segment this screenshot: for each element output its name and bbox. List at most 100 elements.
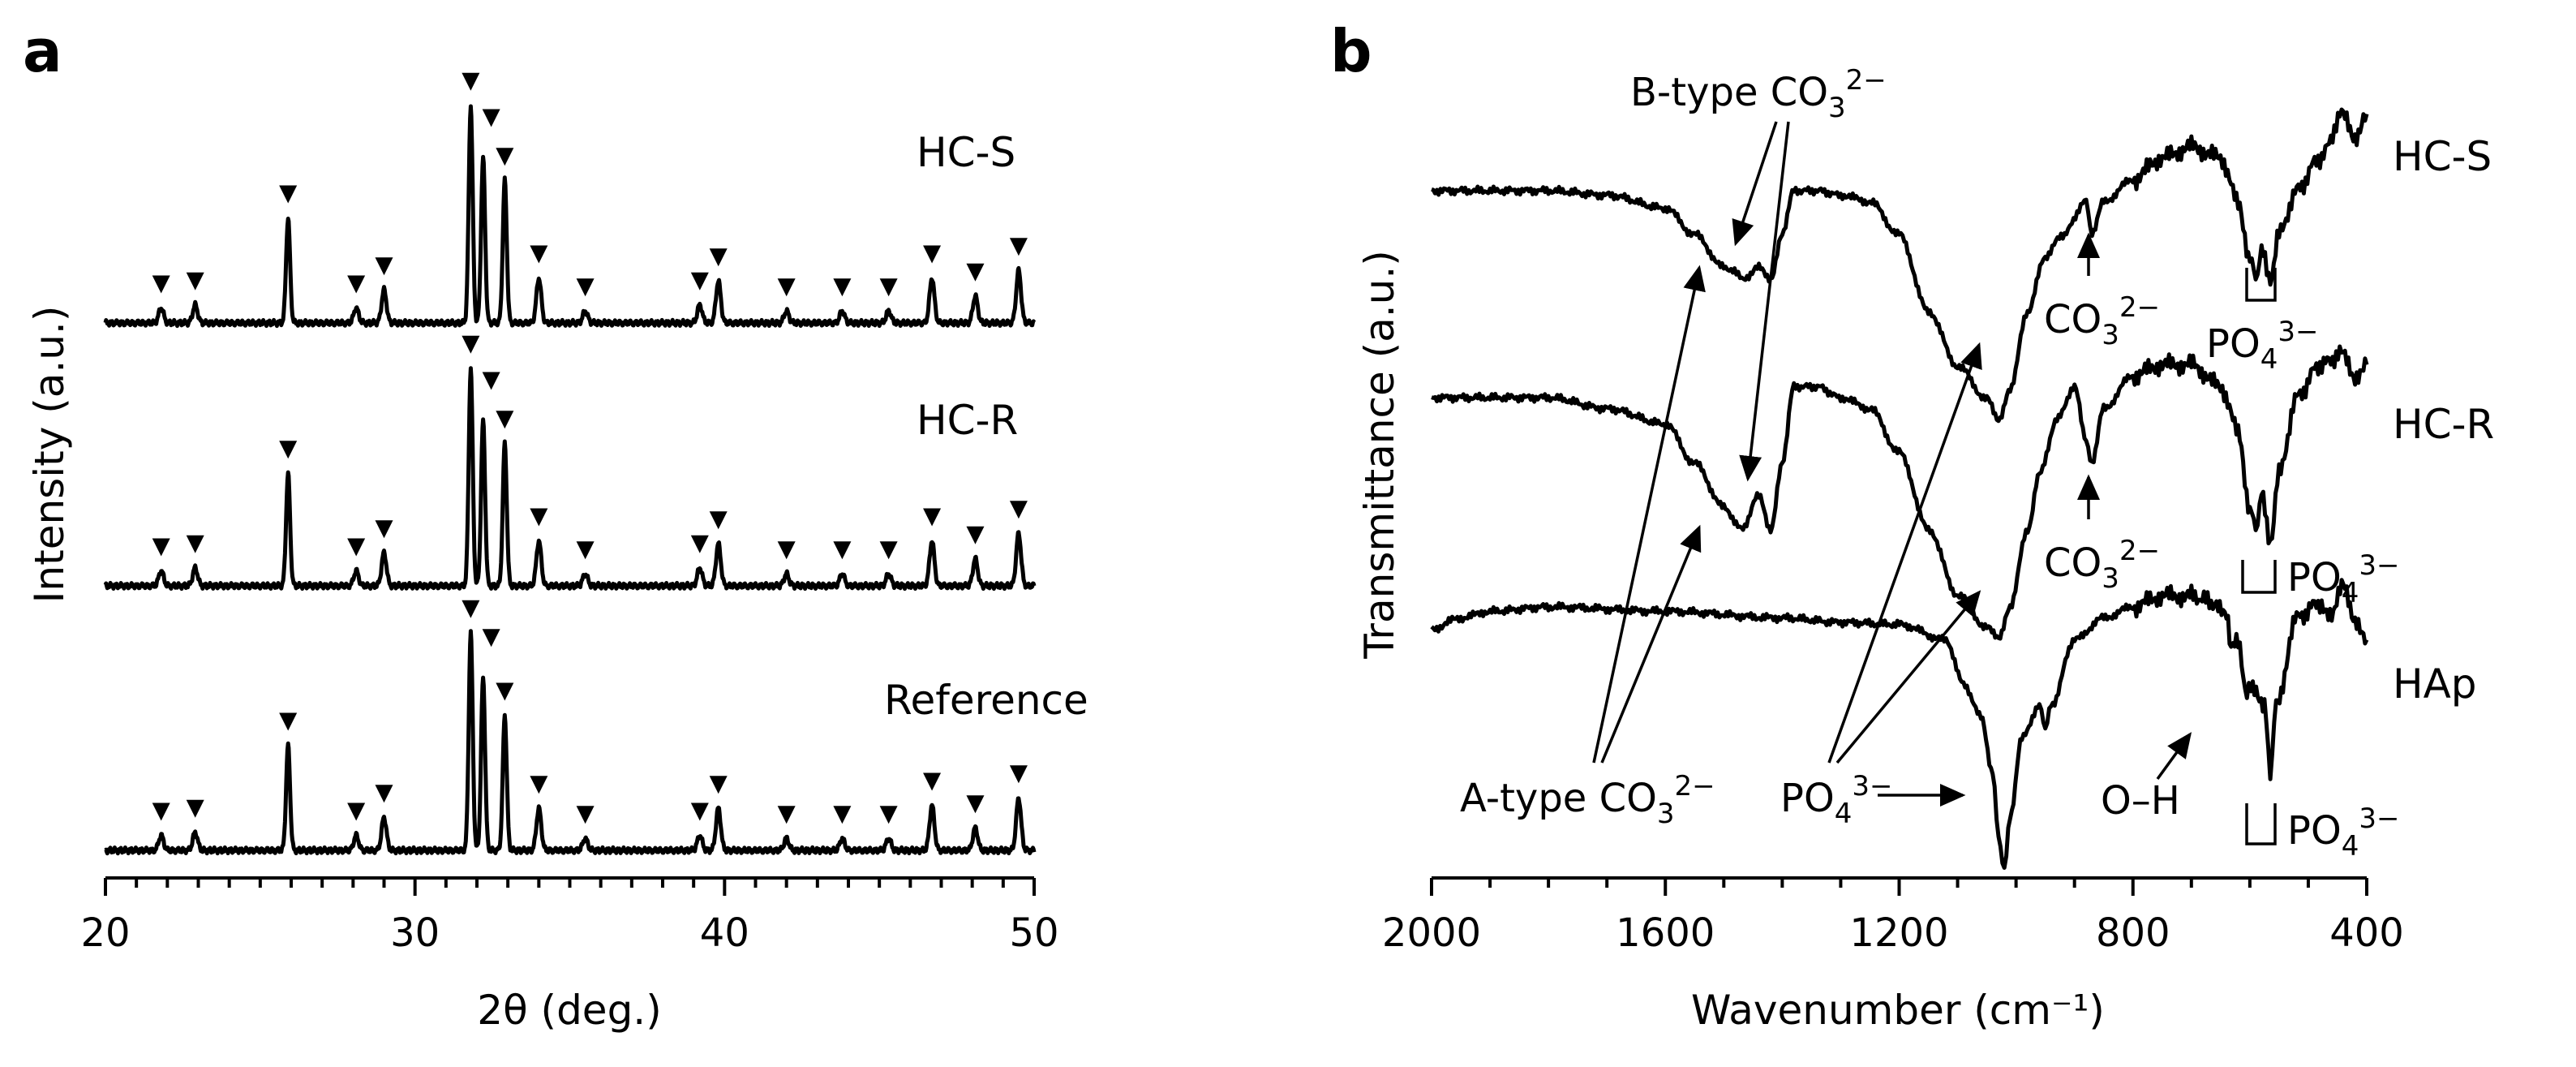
annotation-arrow bbox=[1732, 121, 1778, 247]
panel-a-tick-label: 20 bbox=[80, 910, 130, 956]
annot-a-type-sub: 3 bbox=[1657, 798, 1675, 830]
peak-marker bbox=[496, 682, 514, 701]
annot-co3-hcs-sup: 2− bbox=[2119, 291, 2160, 324]
peak-marker bbox=[347, 275, 366, 294]
peak-marker bbox=[375, 785, 393, 803]
panel-b-annotations: B-type CO32− A-type CO32− PO43− CO32− CO… bbox=[1460, 64, 2400, 863]
peak-marker bbox=[152, 275, 170, 294]
peak-marker bbox=[576, 806, 595, 824]
annot-po4-main-prefix: PO bbox=[1780, 776, 1835, 821]
annot-co3-hcr-prefix: CO bbox=[2044, 540, 2102, 586]
panel-a-series-label: HC-R bbox=[917, 397, 1018, 444]
panel-a-tick-label: 30 bbox=[390, 910, 440, 956]
peak-marker bbox=[279, 712, 298, 731]
panel-b-tick-labels: 2000 1600 1200 800 400 bbox=[1382, 910, 2404, 956]
panel-b-tick-label: 400 bbox=[2329, 910, 2404, 956]
peak-marker bbox=[347, 538, 366, 557]
panel-b-letter: b bbox=[1330, 17, 1372, 85]
panel-b-series-label: HC-S bbox=[2393, 133, 2492, 180]
peak-marker bbox=[777, 541, 796, 560]
annot-po4-main-sup: 3− bbox=[1852, 770, 1892, 802]
annot-po4-hap-sup: 3− bbox=[2359, 802, 2399, 835]
annot-po4-hap: PO43− bbox=[2287, 802, 2400, 863]
peak-marker bbox=[462, 335, 480, 354]
peak-marker bbox=[709, 248, 728, 267]
peak-marker bbox=[777, 278, 796, 297]
annotation-arrow bbox=[2156, 732, 2192, 781]
annot-po4-hap-prefix: PO bbox=[2287, 808, 2342, 854]
annot-po4-hcs-sup: 3− bbox=[2278, 316, 2318, 348]
peak-marker bbox=[576, 541, 595, 560]
peak-marker bbox=[530, 508, 548, 527]
panel-b-traces bbox=[1430, 107, 2369, 870]
peak-marker bbox=[375, 520, 393, 539]
peak-marker bbox=[152, 538, 170, 557]
peak-marker bbox=[966, 795, 985, 814]
annot-po4-hcr-prefix: PO bbox=[2287, 555, 2342, 600]
panel-b-y-axis-title: Transmittance (a.u.) bbox=[1356, 250, 1403, 660]
peak-marker bbox=[1009, 765, 1028, 784]
peak-marker bbox=[152, 802, 170, 821]
peak-marker bbox=[576, 278, 595, 297]
panel-a-trace-reference bbox=[104, 629, 1037, 856]
annotation-arrow bbox=[1835, 590, 1981, 764]
peak-marker bbox=[690, 272, 709, 290]
panel-a-trace-hc-s bbox=[103, 104, 1037, 329]
peak-marker bbox=[833, 541, 852, 560]
panel-a-x-axis-title: 2θ (deg.) bbox=[477, 987, 661, 1034]
panel-a-trace-hc-r bbox=[103, 366, 1037, 592]
peak-marker bbox=[709, 511, 728, 530]
panel-a-xrd: 20 30 40 50 HC-S HC-R Reference 2θ (deg.) Int… bbox=[26, 72, 1088, 1034]
annot-po4-hap-sub: 4 bbox=[2342, 830, 2359, 863]
annotation-arrow bbox=[1827, 342, 1982, 764]
annot-po4-hcr-sub: 4 bbox=[2342, 577, 2359, 609]
peak-marker bbox=[347, 802, 366, 821]
peak-marker bbox=[279, 441, 298, 459]
panel-a-tick-label: 50 bbox=[1009, 910, 1058, 956]
annot-a-type-prefix: A-type CO bbox=[1460, 776, 1657, 821]
panel-b-ftir: 2000 1600 1200 800 400 HC-S HC-R HAp Wavenumbe… bbox=[1356, 64, 2494, 1034]
annot-po4-hcs-sub: 4 bbox=[2260, 343, 2278, 376]
peak-marker bbox=[690, 802, 709, 821]
panel-b-tick-label: 2000 bbox=[1382, 910, 1481, 956]
peak-marker bbox=[923, 508, 942, 527]
annotation-arrow bbox=[1592, 265, 1706, 764]
po4-doublet-bracket bbox=[2241, 560, 2277, 594]
peak-marker bbox=[482, 372, 500, 390]
peak-marker bbox=[879, 278, 898, 297]
peak-marker bbox=[375, 257, 393, 276]
peak-marker bbox=[966, 263, 985, 282]
panel-a-series-label: Reference bbox=[884, 677, 1088, 724]
panel-b-tick-label: 800 bbox=[2096, 910, 2170, 956]
annotation-arrow bbox=[1600, 524, 1702, 764]
peak-marker bbox=[482, 629, 500, 648]
panel-b-series-label: HAp bbox=[2393, 660, 2477, 708]
peak-marker bbox=[966, 526, 985, 544]
panel-b-x-axis-title: Wavenumber (cm⁻¹) bbox=[1691, 987, 2105, 1034]
panel-b-ticks bbox=[1430, 878, 2368, 896]
panel-b-arrows bbox=[1592, 121, 2277, 845]
panel-a-peak-markers bbox=[152, 72, 1028, 824]
annot-po4-hcs: PO43− bbox=[2206, 316, 2319, 376]
annot-po4-main: PO43− bbox=[1780, 770, 1893, 830]
panel-a-tick-label: 40 bbox=[700, 910, 749, 956]
peak-marker bbox=[186, 535, 204, 553]
annot-co3-hcr: CO32− bbox=[2044, 535, 2160, 595]
panel-b-trace-hc-r bbox=[1431, 344, 2369, 641]
panel-a-traces bbox=[103, 104, 1037, 856]
annot-oh: O–H bbox=[2101, 778, 2180, 824]
peak-marker bbox=[1009, 501, 1028, 519]
annot-b-type-sup: 2− bbox=[1846, 64, 1887, 97]
annot-b-type-sub: 3 bbox=[1828, 92, 1846, 124]
panel-a-series-label: HC-S bbox=[917, 129, 1015, 176]
panel-b-trace-hc-s bbox=[1431, 107, 2369, 424]
panel-a-tick-labels: 20 30 40 50 bbox=[80, 910, 1058, 956]
peak-marker bbox=[709, 776, 728, 794]
annot-a-type-sup: 2− bbox=[1675, 770, 1715, 802]
peak-marker bbox=[879, 541, 898, 560]
annot-b-type-prefix: B-type CO bbox=[1630, 70, 1828, 115]
annot-co3-hcs: CO32− bbox=[2044, 291, 2160, 351]
panel-b-tick-label: 1200 bbox=[1849, 910, 1948, 956]
panel-a-letter: a bbox=[23, 17, 62, 85]
